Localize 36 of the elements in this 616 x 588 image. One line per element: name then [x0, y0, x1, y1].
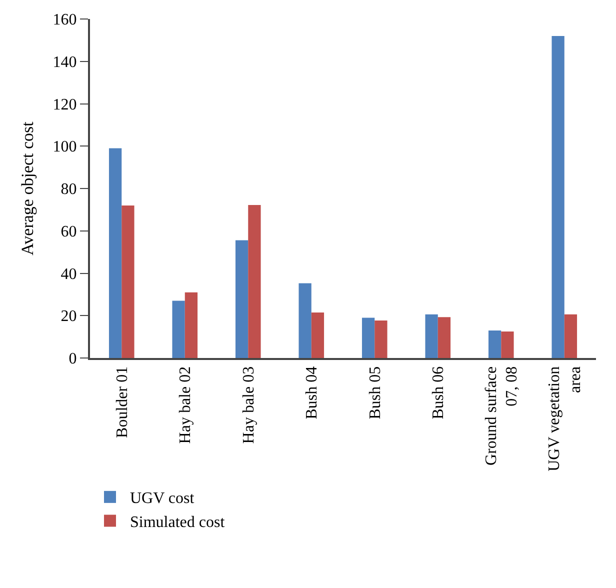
y-tick-label: 80 — [60, 181, 77, 198]
bar — [184, 292, 198, 358]
bar — [438, 317, 451, 358]
y-tick-label: 20 — [60, 308, 77, 326]
y-tick-label: 120 — [52, 96, 77, 114]
bar — [425, 314, 438, 358]
y-tick-label: 160 — [52, 12, 77, 29]
x-tick-label: Bush 04 — [304, 366, 321, 420]
bar — [311, 312, 324, 358]
y-tick-label: 140 — [52, 54, 77, 71]
bar — [248, 205, 261, 358]
y-tick-label: 100 — [52, 138, 77, 156]
bar — [122, 205, 134, 358]
x-tick-label: Bush 05 — [366, 366, 384, 420]
bar — [298, 283, 312, 358]
bar — [374, 320, 388, 358]
x-tick-label: Hay bale 02 — [177, 366, 194, 444]
bar — [488, 330, 502, 358]
bar — [501, 332, 514, 358]
x-tick-label: Ground surface 07, 08 — [482, 366, 521, 466]
bar — [362, 318, 375, 358]
bar — [235, 240, 248, 358]
legend-label: Simulated cost — [130, 514, 226, 531]
bar — [552, 36, 564, 358]
x-tick-label: Hay bale 03 — [240, 366, 258, 444]
y-tick-label: 60 — [60, 223, 77, 240]
x-tick-label: Bush 06 — [430, 366, 448, 420]
bar — [108, 148, 122, 358]
y-tick-label: 0 — [68, 350, 77, 368]
bar — [564, 314, 578, 358]
x-tick-label: UGV vegetation area — [546, 366, 584, 472]
y-tick-label: 40 — [60, 266, 77, 283]
bar — [172, 300, 185, 358]
y-axis-title: Average object cost — [18, 121, 37, 256]
legend-label: UGV cost — [130, 490, 195, 508]
x-tick-label: Boulder 01 — [114, 366, 131, 438]
